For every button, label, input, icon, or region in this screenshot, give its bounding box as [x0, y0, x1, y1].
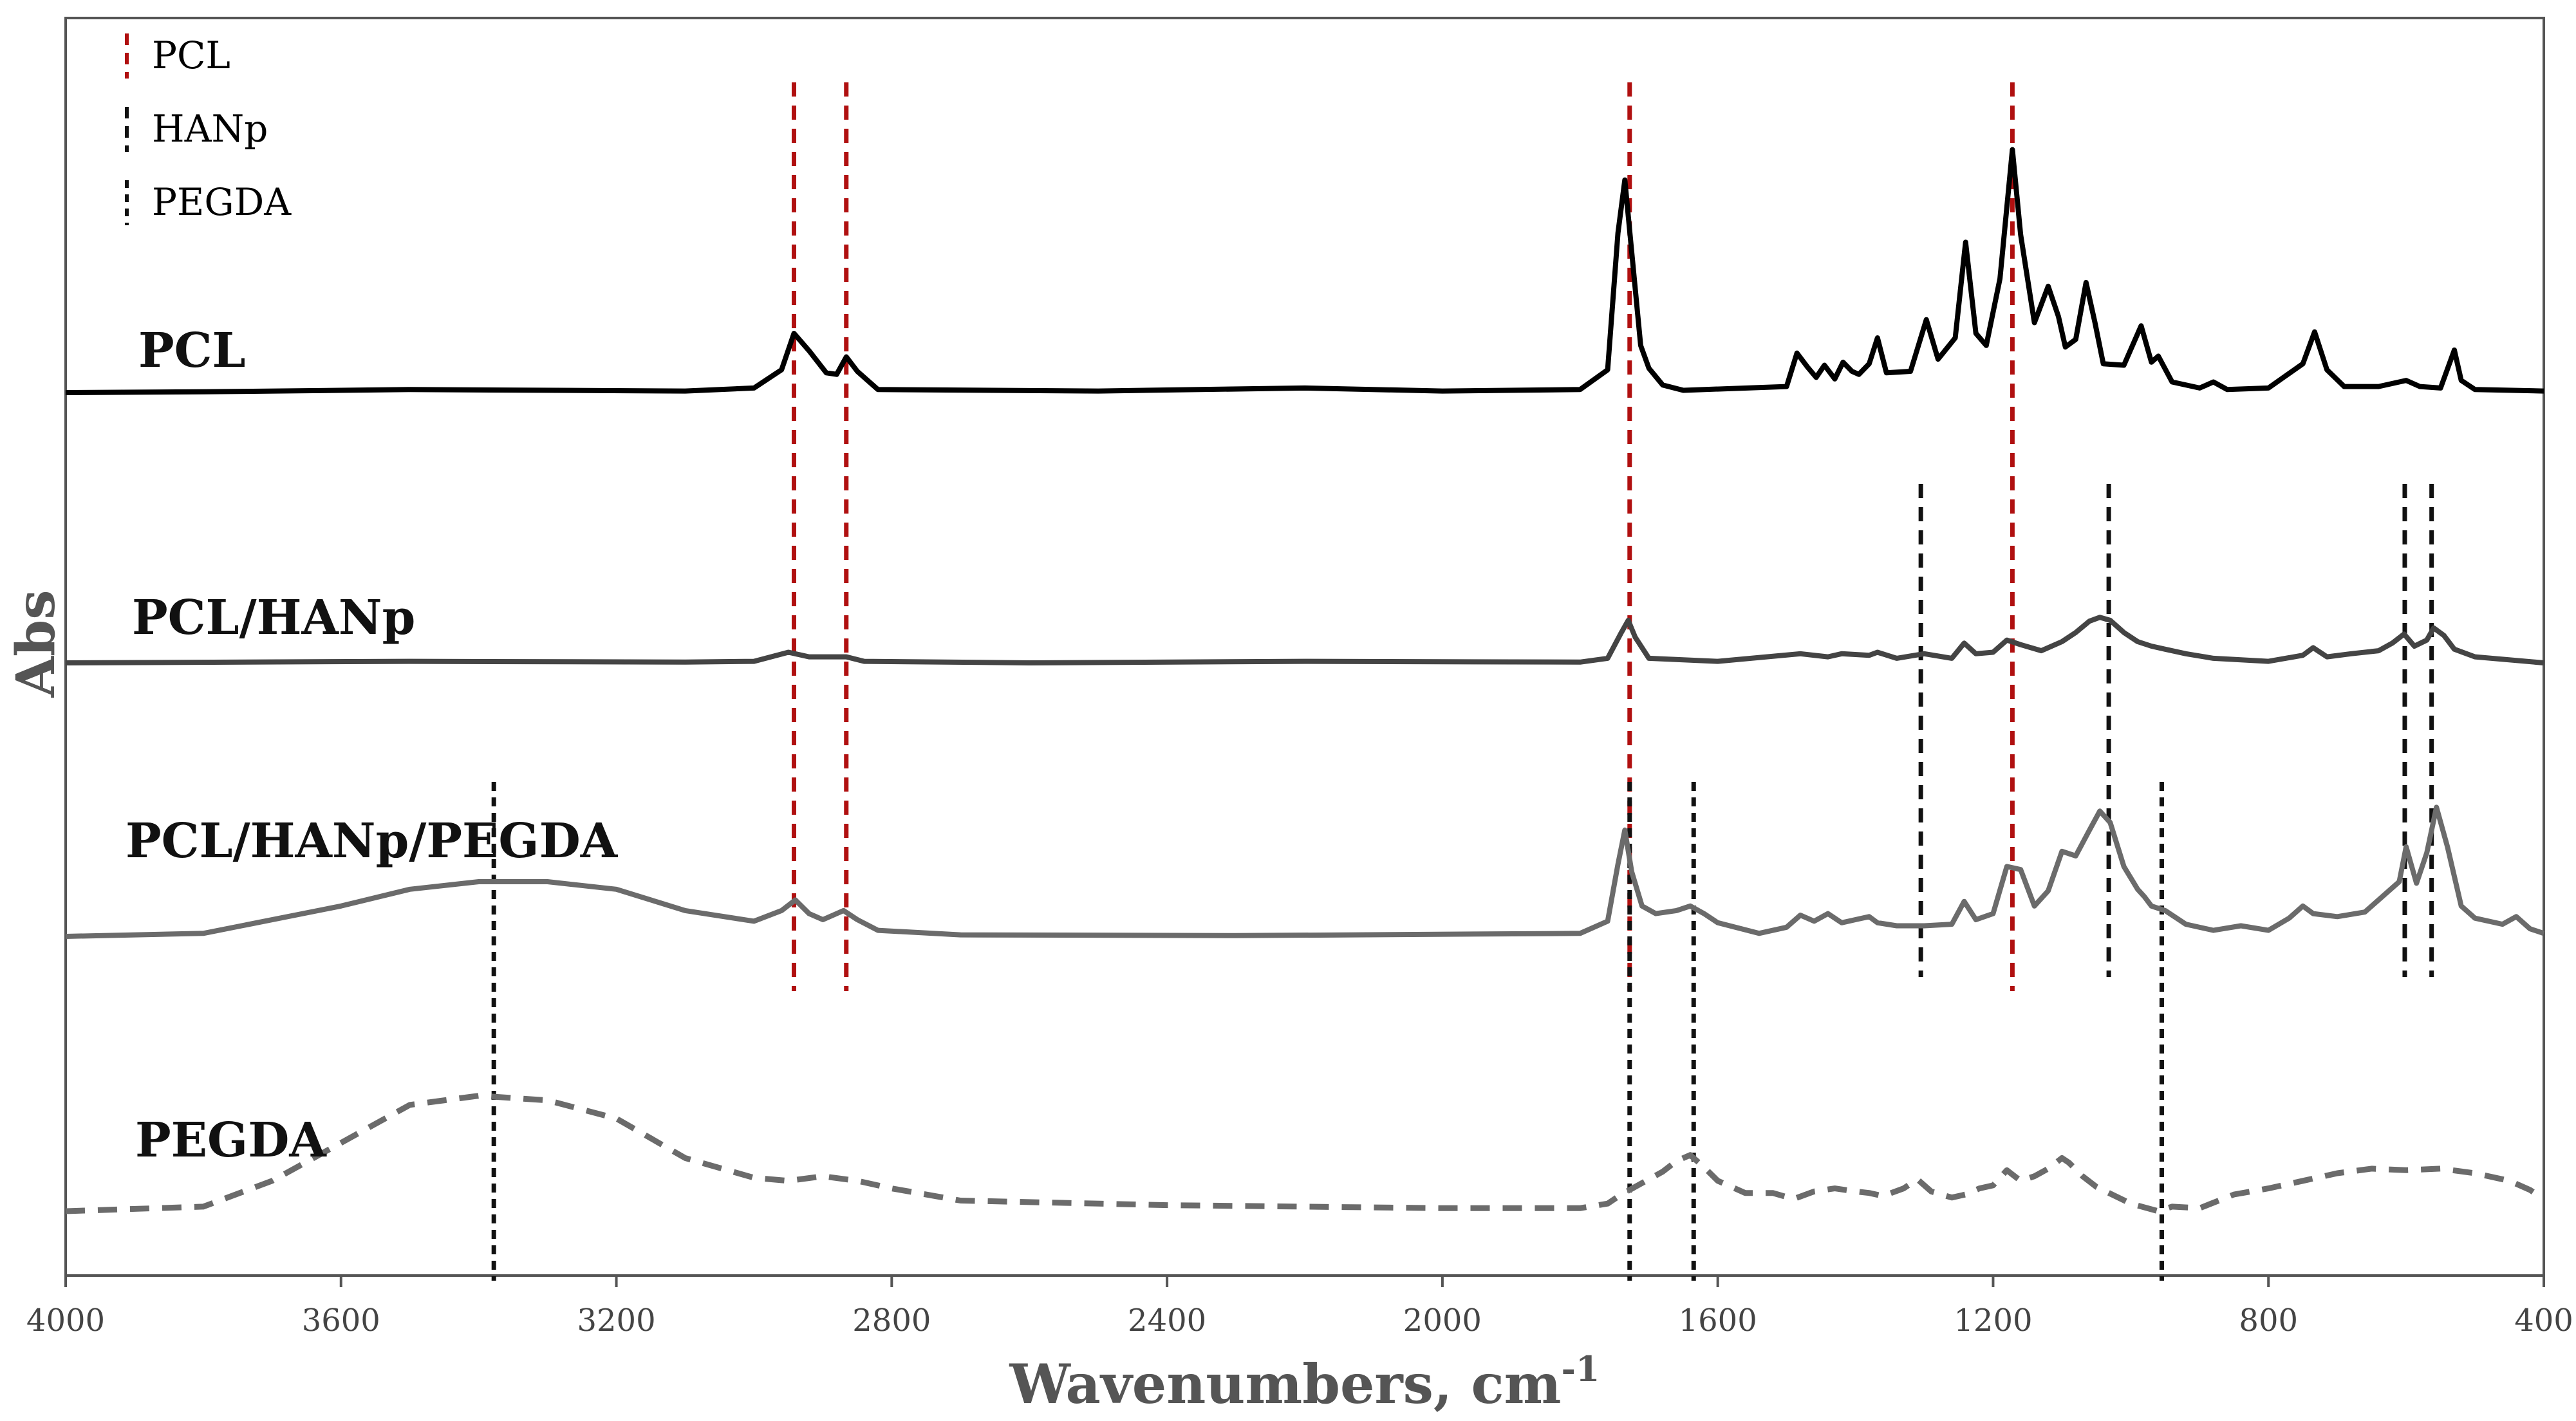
legend-label-pcl: PCL [152, 33, 230, 77]
x-tick-label-1200: 1200 [1954, 1303, 2032, 1339]
series-line-pcl-hanp-pegda [65, 804, 2545, 939]
x-axis-label-superscript: -1 [1561, 1348, 1600, 1389]
legend-label-pegda: PEGDA [152, 180, 292, 224]
x-tick-label-2400: 2400 [1128, 1303, 1206, 1339]
series-label-pcl: PCL [138, 323, 246, 378]
series-line-pcl [65, 147, 2544, 395]
x-tick-label-4000: 4000 [26, 1303, 105, 1339]
x-tick-label-3600: 3600 [302, 1303, 380, 1339]
x-axis-label: Wavenumbers, cm-1 [1009, 1348, 1600, 1416]
reference-lines [491, 82, 2434, 1281]
plot-frame [64, 17, 2545, 1277]
series-label-pegda: PEGDA [135, 1113, 327, 1168]
x-tick-label-800: 800 [2239, 1303, 2298, 1339]
series-label-pcl-hanp-pegda: PCL/HANp/PEGDA [126, 813, 619, 869]
series-line-pcl-hanp [65, 615, 2544, 665]
x-tick-label-2000: 2000 [1403, 1303, 1482, 1339]
series-label-pcl-hanp: PCL/HANp [132, 590, 415, 645]
x-tick-label-1600: 1600 [1679, 1303, 1757, 1339]
legend: PCL HANp PEGDA [125, 33, 292, 225]
series-line-pegda [65, 1093, 2546, 1214]
series-layer [65, 147, 2546, 1214]
x-axis-label-text: Wavenumbers, cm [1009, 1352, 1562, 1416]
y-axis-label: Abs [5, 590, 67, 698]
x-tick-label-3200: 3200 [577, 1303, 655, 1339]
x-tick-label-400: 400 [2514, 1303, 2573, 1339]
series-labels: PCL PCL/HANp PCL/HANp/PEGDA PEGDA [126, 323, 619, 1168]
x-tick-label-2800: 2800 [852, 1303, 931, 1339]
legend-label-hanp: HANp [152, 107, 268, 151]
x-axis-ticks: 4000 3600 3200 2800 2400 2000 1600 1200 800 400 [26, 1276, 2573, 1339]
